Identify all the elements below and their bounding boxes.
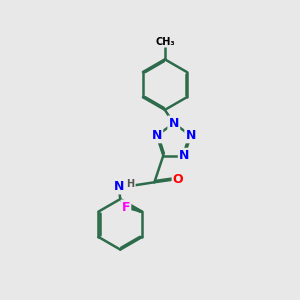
- Text: F: F: [122, 201, 130, 214]
- Text: N: N: [169, 117, 179, 130]
- Text: N: N: [186, 129, 196, 142]
- Text: H: H: [127, 179, 135, 189]
- Text: N: N: [179, 149, 189, 162]
- Text: O: O: [173, 173, 184, 186]
- Text: N: N: [113, 180, 124, 193]
- Text: CH₃: CH₃: [155, 37, 175, 46]
- Text: N: N: [152, 129, 162, 142]
